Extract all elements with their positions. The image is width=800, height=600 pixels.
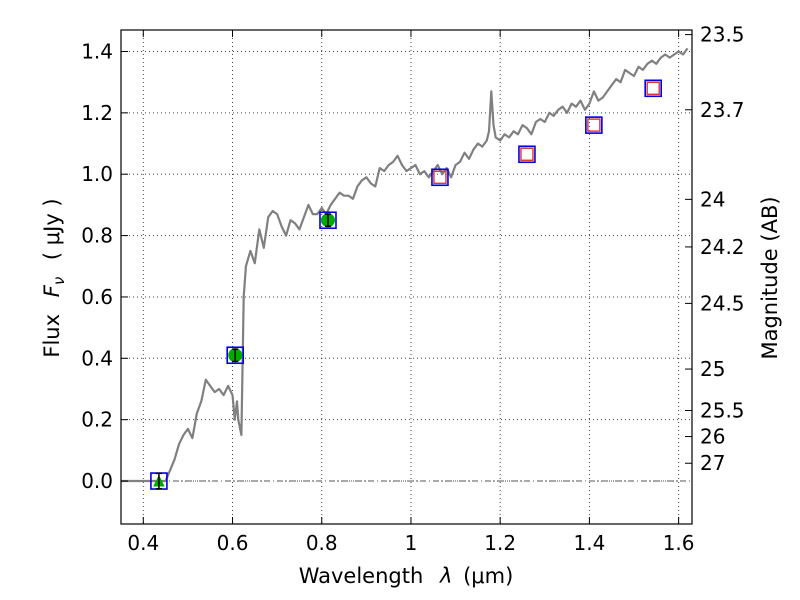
y-axis-label-symbol-sub: ν bbox=[50, 277, 68, 285]
nir-box-2 bbox=[585, 116, 603, 134]
right-tick-label-1: 23.7 bbox=[700, 98, 745, 122]
photometry-box-1 bbox=[226, 346, 244, 365]
nir-box-0 bbox=[431, 168, 449, 187]
right-axis-label: Magnitude (AB) bbox=[758, 196, 782, 359]
x-tick-label-6: 1.6 bbox=[663, 531, 695, 555]
y-tick-label-2: 0.4 bbox=[81, 346, 113, 370]
right-tick-label-8: 27 bbox=[700, 451, 725, 475]
x-tick-label-1: 0.6 bbox=[217, 531, 249, 555]
photometry-box-2 bbox=[319, 211, 337, 230]
y-axis-label: Flux Fν ( μJy ) bbox=[40, 198, 69, 357]
right-tick-label-4: 24.5 bbox=[700, 291, 745, 315]
plot-frame bbox=[120, 29, 693, 525]
nir-point-2 bbox=[587, 118, 601, 132]
nir-point-1 bbox=[520, 147, 534, 161]
y-tick-label-0: 0.0 bbox=[81, 469, 113, 493]
right-tick-label-6: 25.5 bbox=[700, 398, 745, 422]
right-tick-label-7: 26 bbox=[700, 425, 725, 449]
nir-point-0 bbox=[433, 170, 447, 184]
x-axis-label-unit: (μm) bbox=[463, 564, 513, 588]
y-tick-label-1: 0.2 bbox=[81, 408, 113, 432]
y-tick-label-7: 1.4 bbox=[81, 39, 113, 63]
y-tick-label-4: 0.8 bbox=[81, 224, 113, 248]
plot-area bbox=[121, 47, 689, 490]
right-tick-label-5: 25 bbox=[700, 357, 725, 381]
x-tick-label-4: 1.2 bbox=[484, 531, 516, 555]
x-axis-label-symbol: λ bbox=[439, 564, 452, 588]
y-tick-label-3: 0.6 bbox=[81, 285, 113, 309]
y-tick-label-6: 1.2 bbox=[81, 101, 113, 125]
x-tick-label-5: 1.4 bbox=[573, 531, 605, 555]
x-axis-label-text: Wavelength bbox=[299, 564, 424, 588]
right-tick-label-2: 24 bbox=[700, 187, 725, 211]
nir-point-3 bbox=[646, 81, 660, 95]
nir-box-1 bbox=[518, 145, 536, 164]
x-tick-label-0: 0.4 bbox=[127, 531, 159, 555]
y-axis-label-unit: ( μJy ) bbox=[40, 198, 64, 260]
right-tick-label-0: 23.5 bbox=[700, 23, 745, 47]
right-tick-label-3: 24.2 bbox=[700, 235, 745, 259]
y-axis-label-symbol: F bbox=[40, 284, 64, 297]
nir-box-3 bbox=[644, 79, 662, 98]
model-spectrum-line bbox=[121, 47, 689, 483]
x-tick-label-2: 0.8 bbox=[306, 531, 338, 555]
x-axis-label: Wavelength λ (μm) bbox=[299, 564, 514, 588]
y-axis-label-text: Flux bbox=[40, 314, 64, 358]
y-tick-label-5: 1.0 bbox=[81, 162, 113, 186]
ticks: 0.4 0.6 0.8 1 1.2 1.4 1.6 0.0 0.2 0.4 0.6 0.8 1.0 1.2… bbox=[81, 23, 744, 555]
x-tick-label-3: 1 bbox=[405, 531, 418, 555]
